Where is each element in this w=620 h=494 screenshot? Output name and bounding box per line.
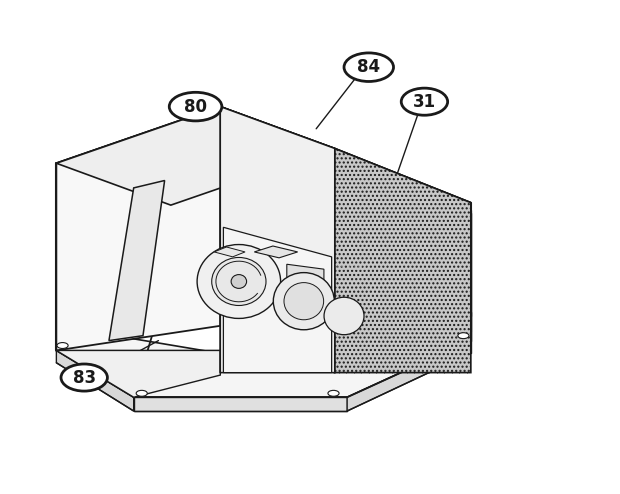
Polygon shape <box>56 350 220 397</box>
Polygon shape <box>335 149 471 372</box>
Polygon shape <box>220 107 335 372</box>
Ellipse shape <box>231 275 247 288</box>
Ellipse shape <box>458 333 469 338</box>
Polygon shape <box>223 227 332 372</box>
Polygon shape <box>56 107 220 350</box>
Ellipse shape <box>57 342 68 348</box>
Ellipse shape <box>136 390 148 396</box>
Ellipse shape <box>401 88 448 115</box>
Polygon shape <box>254 246 298 258</box>
Ellipse shape <box>211 257 266 305</box>
Text: 80: 80 <box>184 98 207 116</box>
Text: 31: 31 <box>413 93 436 111</box>
Ellipse shape <box>284 283 324 320</box>
Polygon shape <box>109 180 165 340</box>
Polygon shape <box>220 107 356 372</box>
Polygon shape <box>347 340 471 411</box>
Ellipse shape <box>344 53 394 82</box>
Polygon shape <box>220 107 471 203</box>
Ellipse shape <box>273 273 334 330</box>
Ellipse shape <box>169 92 222 121</box>
Polygon shape <box>287 264 324 296</box>
Ellipse shape <box>328 390 339 396</box>
Polygon shape <box>56 107 335 205</box>
Ellipse shape <box>61 364 107 391</box>
Polygon shape <box>56 350 134 411</box>
Polygon shape <box>214 247 245 257</box>
Text: eReplacementParts.com: eReplacementParts.com <box>250 262 370 272</box>
Text: 84: 84 <box>357 58 380 76</box>
Polygon shape <box>134 397 347 411</box>
Ellipse shape <box>197 245 281 319</box>
Ellipse shape <box>324 297 364 334</box>
Polygon shape <box>56 316 471 397</box>
Text: 83: 83 <box>73 369 95 386</box>
